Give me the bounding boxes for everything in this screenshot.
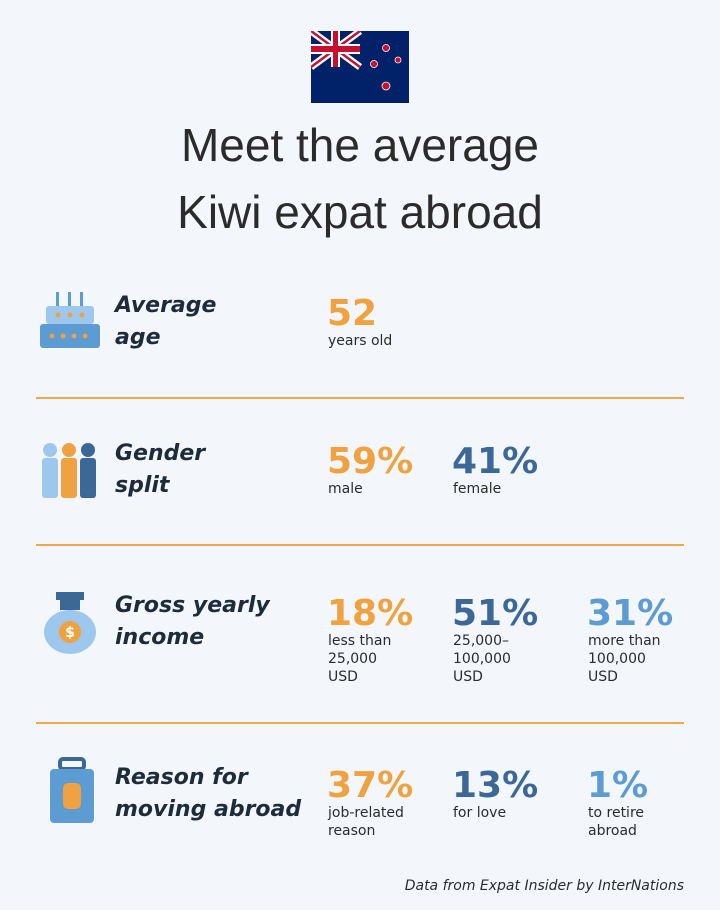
section-label: Gender — [115, 441, 206, 466]
stat-label: 25,000–100,000 USD — [453, 633, 511, 685]
section-label: income — [115, 625, 205, 650]
divider — [36, 722, 684, 724]
divider — [36, 544, 684, 546]
stat-label: job-related reason — [328, 805, 404, 839]
section-label: Average — [115, 293, 217, 318]
stat-value: 52 — [327, 293, 378, 334]
divider — [36, 397, 684, 399]
stat-label: for love — [453, 805, 507, 821]
stat-label: more than 100,000 USD — [588, 633, 661, 685]
people-icon — [42, 443, 96, 498]
title-line: Kiwi expat abroad — [177, 186, 543, 238]
footer: Data from Expat Insider by InterNations — [404, 878, 684, 894]
stat-value: 59% — [327, 441, 414, 482]
section-label: moving abroad — [115, 797, 302, 822]
section-label: Reason for — [115, 765, 248, 790]
flag — [311, 31, 409, 103]
section-label: split — [115, 473, 170, 498]
section-label: Gross yearly — [115, 593, 270, 618]
stat-label: female — [453, 481, 502, 497]
section-label: age — [115, 325, 161, 350]
stat-label: less than 25,000 USD — [328, 633, 392, 685]
stat-label: years old — [328, 333, 393, 349]
svg-text:$: $ — [65, 625, 75, 641]
title-line: Meet the average — [180, 119, 539, 171]
stat-value: 1% — [587, 765, 649, 806]
stat-value: 37% — [327, 765, 414, 806]
stat-value: 51% — [452, 593, 539, 634]
stat-value: 41% — [452, 441, 539, 482]
money-bag-icon: $ — [44, 592, 96, 654]
stat-label: to retire abroad — [588, 805, 645, 839]
stat-value: 13% — [452, 765, 539, 806]
stat-label: male — [328, 481, 363, 497]
cake-icon — [40, 292, 100, 348]
luggage-icon — [50, 757, 94, 823]
stat-value: 31% — [587, 593, 674, 634]
stat-value: 18% — [327, 593, 414, 634]
